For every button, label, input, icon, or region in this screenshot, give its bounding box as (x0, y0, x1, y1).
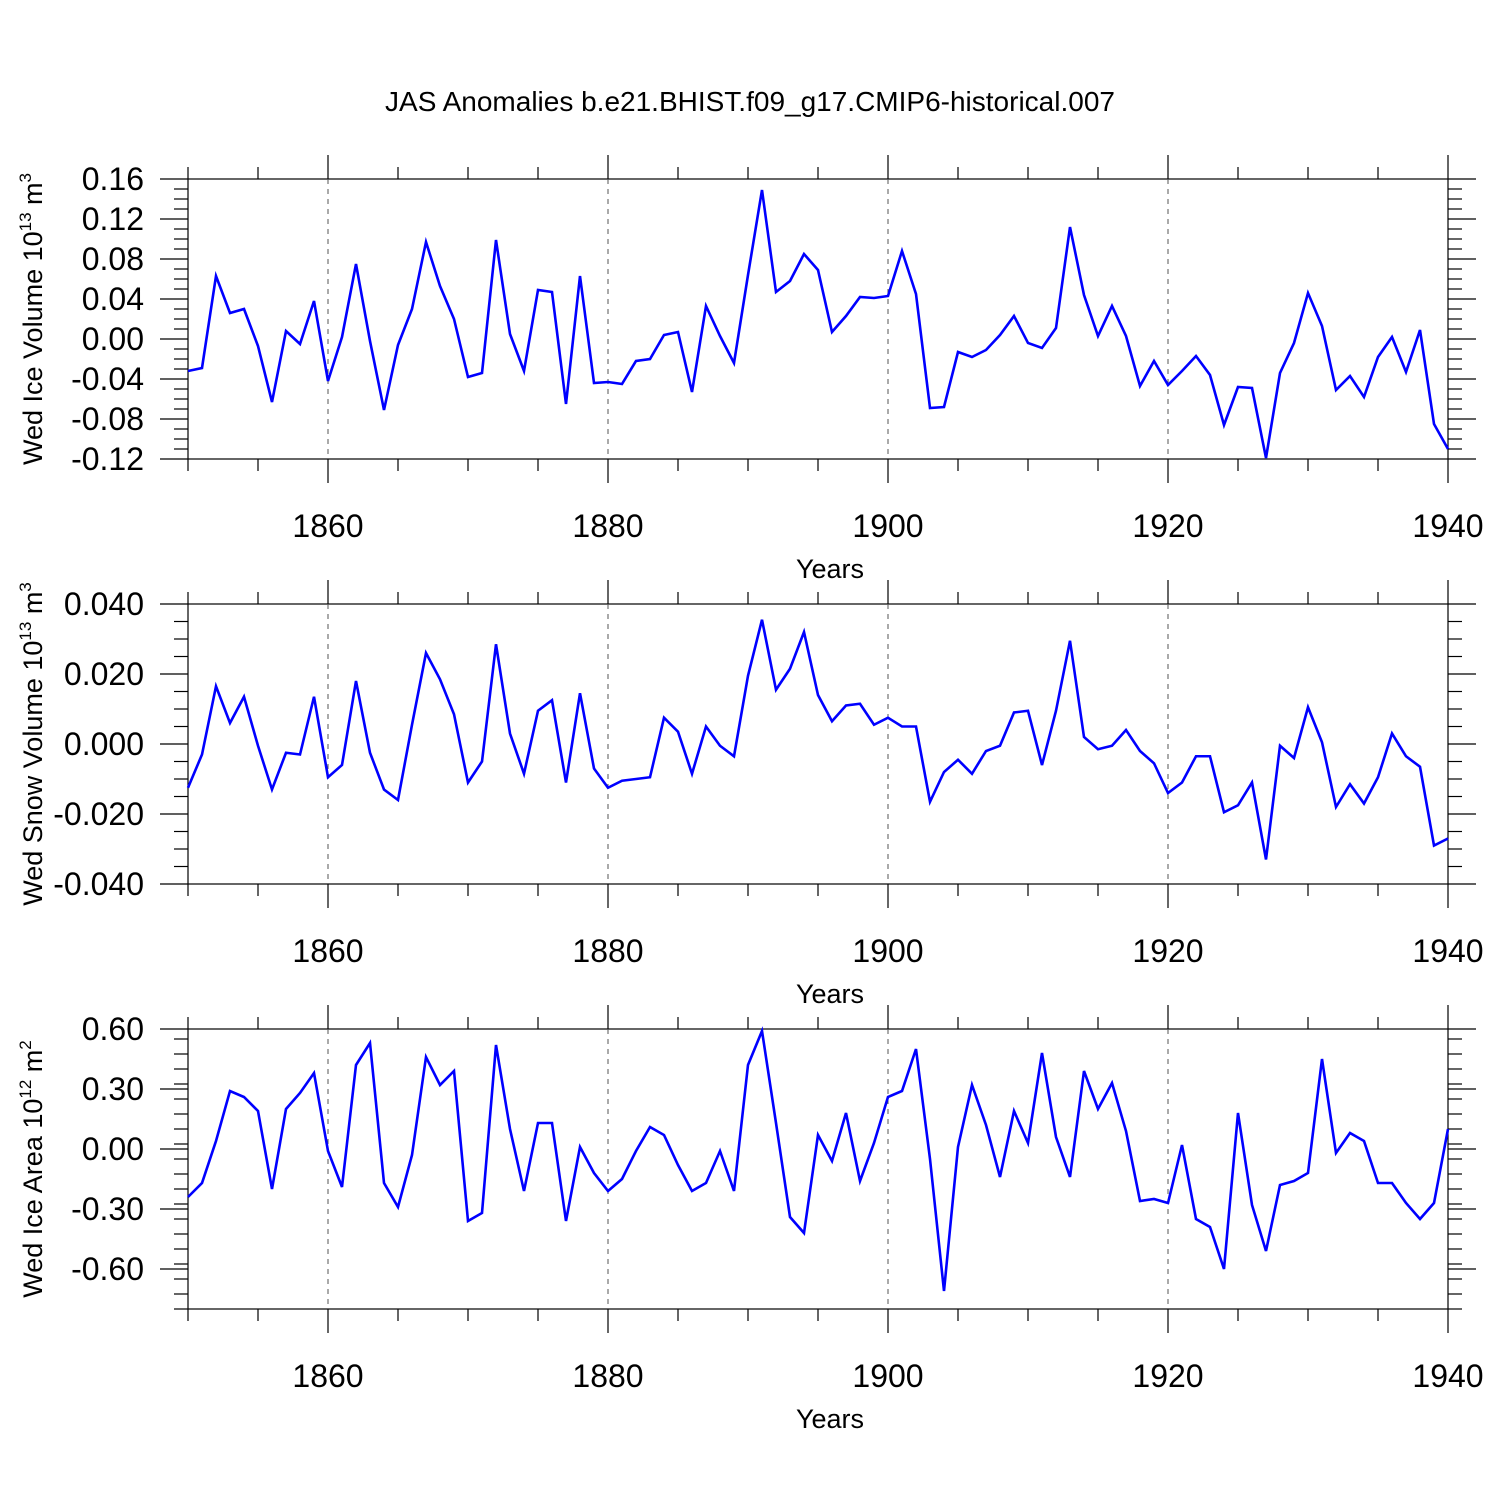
figure-title: JAS Anomalies b.e21.BHIST.f09_g17.CMIP6-… (385, 86, 1115, 117)
y-tick-label: -0.04 (71, 361, 144, 397)
series-line (186, 619, 1449, 860)
x-tick-label: 1880 (572, 933, 643, 969)
y-tick-label: -0.60 (71, 1251, 144, 1287)
chart-panel-1: -0.12 -0.08 -0.04 0.00 0.04 0.08 0.12 0.16 1860 1… (16, 155, 1484, 584)
x-tick-label: 1900 (852, 508, 923, 544)
y-tick-label: 0.040 (64, 586, 144, 622)
chart-panel-2: -0.040 -0.020 0.000 0.020 0.040 1860 1880 1900 1… (16, 580, 1484, 1009)
series-line (187, 1026, 1450, 1292)
x-tick-label: 1940 (1412, 508, 1483, 544)
x-tick-label: 1900 (852, 1358, 923, 1394)
plot-frame (187, 603, 1449, 885)
series-line (187, 189, 1450, 459)
y-tick-label: 0.08 (82, 241, 144, 277)
x-tick-label: 1940 (1412, 1358, 1483, 1394)
x-tick-label: 1920 (1132, 1358, 1203, 1394)
y-tick-label: -0.040 (53, 866, 144, 902)
x-tick-label: 1920 (1132, 933, 1203, 969)
x-axis-title: Years (796, 979, 864, 1009)
y-tick-label: 0.60 (82, 1011, 144, 1047)
y-tick-label: -0.30 (71, 1191, 144, 1227)
y-tick-label: 0.00 (82, 1131, 144, 1167)
y-tick-label: 0.000 (64, 726, 144, 762)
x-tick-label: 1880 (572, 508, 643, 544)
x-axis-title: Years (796, 554, 864, 584)
x-tick-label: 1920 (1132, 508, 1203, 544)
plot-frame (187, 1028, 1449, 1310)
y-tick-label: 0.16 (82, 161, 144, 197)
y-axis-title: Wed Snow Volume 1013 m3 (16, 582, 48, 906)
y-tick-label: 0.30 (82, 1071, 144, 1107)
x-tick-label: 1880 (572, 1358, 643, 1394)
x-tick-label: 1940 (1412, 933, 1483, 969)
x-tick-label: 1860 (292, 933, 363, 969)
x-tick-label: 1860 (292, 1358, 363, 1394)
y-tick-label: 0.04 (82, 281, 144, 317)
x-tick-label: 1900 (852, 933, 923, 969)
y-tick-label: 0.12 (82, 201, 144, 237)
y-tick-label: 0.00 (82, 321, 144, 357)
y-tick-label: -0.020 (53, 796, 144, 832)
y-axis-title: Wed Ice Volume 1013 m3 (16, 173, 48, 465)
chart-panel-3: -0.60 -0.30 0.00 0.30 0.60 1860 1880 1900 1920 19… (16, 1005, 1484, 1434)
y-tick-label: 0.020 (64, 656, 144, 692)
y-tick-label: -0.08 (71, 401, 144, 437)
x-tick-label: 1860 (292, 508, 363, 544)
y-axis-title: Wed Ice Area 1012 m2 (16, 1040, 48, 1298)
y-tick-label: -0.12 (71, 441, 144, 477)
x-axis-title: Years (796, 1404, 864, 1434)
